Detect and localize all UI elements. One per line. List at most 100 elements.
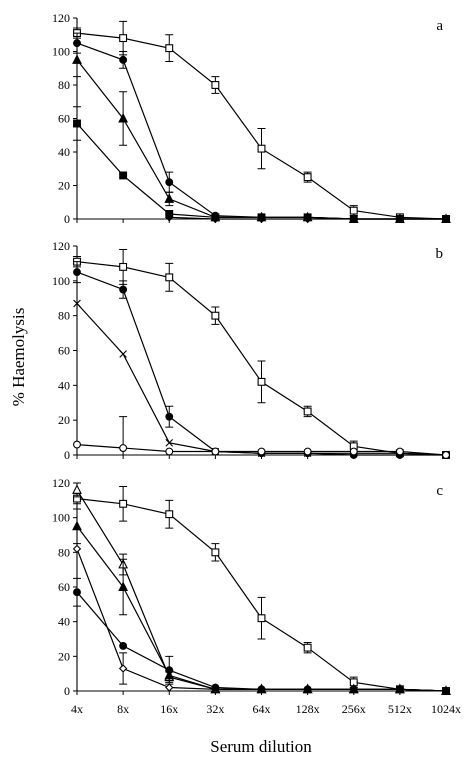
data-point xyxy=(303,407,312,416)
y-tick-label: 120 xyxy=(52,476,70,490)
series-line xyxy=(76,261,447,456)
data-point xyxy=(165,683,174,692)
panel-label: b xyxy=(436,246,444,262)
data-point xyxy=(257,685,266,694)
x-tick-label: 512x xyxy=(388,702,412,716)
data-point xyxy=(442,451,450,459)
data-point xyxy=(73,119,81,128)
x-tick-label: 32x xyxy=(206,702,224,716)
data-point xyxy=(165,213,174,222)
series-open-circle xyxy=(73,416,450,459)
y-tick-label: 0 xyxy=(64,684,70,698)
data-point xyxy=(119,262,128,271)
data-point xyxy=(441,214,451,224)
data-point xyxy=(257,377,266,386)
series-open-triangle xyxy=(72,482,451,695)
x-tick-label: 128x xyxy=(296,702,320,716)
series-line xyxy=(76,489,447,692)
data-point xyxy=(349,214,358,224)
x-tick-label: 8x xyxy=(117,702,129,716)
data-point xyxy=(165,666,174,675)
data-point xyxy=(119,350,127,358)
data-point xyxy=(303,643,312,652)
data-point xyxy=(303,173,312,182)
y-tick-label: 120 xyxy=(52,11,70,25)
data-point xyxy=(395,685,404,694)
data-point xyxy=(349,685,358,694)
series-filled-circle xyxy=(73,261,450,459)
data-point xyxy=(211,81,220,89)
data-point xyxy=(257,614,266,623)
data-point xyxy=(119,444,128,452)
data-point xyxy=(165,439,174,447)
y-tick-label: 100 xyxy=(52,45,70,59)
data-point xyxy=(349,447,358,456)
data-point xyxy=(73,299,81,308)
data-point xyxy=(72,54,82,64)
data-point xyxy=(73,440,81,449)
y-tick-label: 20 xyxy=(58,649,70,663)
data-point xyxy=(73,268,81,277)
panel-c: 0 20 40 60 80 100 120 4x 8x 16x 32x 64x 128x 256x 512x… xyxy=(52,476,461,716)
data-point xyxy=(119,499,128,508)
data-point xyxy=(211,214,220,224)
data-point xyxy=(211,683,220,692)
y-tick-label: 80 xyxy=(58,545,70,559)
data-point xyxy=(211,447,220,456)
x-tick-label: 4x xyxy=(71,702,83,716)
series-filled-circle xyxy=(73,577,450,695)
data-point xyxy=(442,687,450,695)
data-point xyxy=(257,214,266,224)
data-point xyxy=(72,484,82,494)
y-tick-label: 60 xyxy=(58,112,70,126)
series-open-square xyxy=(73,248,450,459)
data-point xyxy=(165,44,174,53)
data-point xyxy=(395,447,404,456)
y-tick-label: 100 xyxy=(52,511,70,525)
data-point xyxy=(119,171,128,180)
data-point xyxy=(303,447,312,456)
data-point xyxy=(119,285,128,294)
series-open-square xyxy=(73,485,450,695)
data-point xyxy=(73,588,81,597)
y-tick-label: 0 xyxy=(64,448,70,462)
data-point xyxy=(164,193,175,203)
series-line xyxy=(76,498,447,692)
data-point xyxy=(165,273,174,282)
x-tick-label: 256x xyxy=(342,702,366,716)
y-tick-label: 0 xyxy=(64,212,70,226)
data-point xyxy=(165,178,174,187)
y-tick-label: 60 xyxy=(58,344,70,358)
data-point xyxy=(72,544,82,554)
data-point xyxy=(395,214,405,224)
data-point xyxy=(303,214,312,224)
panel-b: 0 20 40 60 80 100 120 b xyxy=(52,239,450,462)
x-axis-title: Serum dilution xyxy=(210,737,312,756)
data-point xyxy=(118,664,128,673)
data-point xyxy=(257,144,266,153)
y-axis-title: % Haemolysis xyxy=(9,308,28,407)
series-open-square xyxy=(73,20,450,223)
data-point xyxy=(211,311,220,320)
panel-label: a xyxy=(436,18,443,34)
y-tick-label: 20 xyxy=(58,179,70,193)
data-point xyxy=(303,685,312,694)
data-point xyxy=(349,206,358,215)
panel-label: c xyxy=(436,483,443,499)
x-tick-label: 1024x xyxy=(431,702,461,716)
y-tick-label: 80 xyxy=(58,309,70,323)
series-filled-diamond xyxy=(165,213,451,224)
data-point xyxy=(119,641,128,650)
y-tick-label: 100 xyxy=(52,274,70,288)
y-tick-label: 20 xyxy=(58,413,70,427)
data-point xyxy=(118,581,129,591)
series-filled-circle xyxy=(73,32,450,223)
x-tick-label: 16x xyxy=(160,702,178,716)
y-tick-label: 80 xyxy=(58,78,70,92)
y-tick-label: 40 xyxy=(58,145,70,159)
data-point xyxy=(165,412,174,421)
x-tick-label: 64x xyxy=(253,702,271,716)
data-point xyxy=(72,520,82,531)
data-point xyxy=(211,548,220,557)
